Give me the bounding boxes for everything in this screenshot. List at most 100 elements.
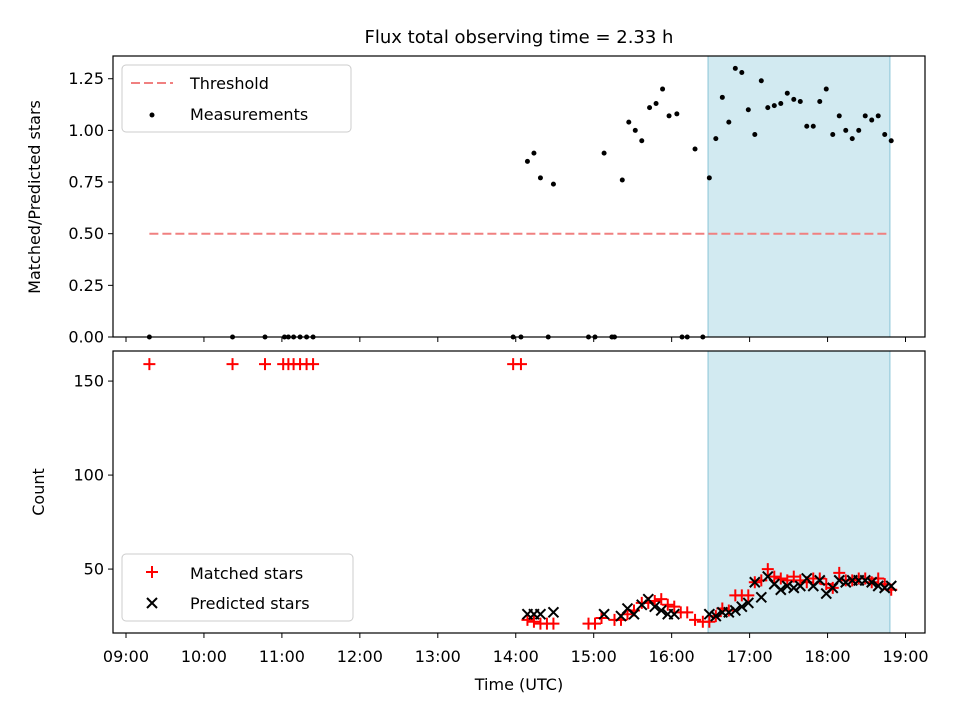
top-y-tick-label: 1.00 — [68, 121, 104, 140]
predicted-star-marker — [879, 582, 891, 594]
measurement-point — [537, 175, 543, 181]
legend-measurements-label: Measurements — [190, 105, 308, 124]
matched-star-marker — [661, 598, 674, 611]
measurement-point — [706, 175, 712, 181]
measurement-point — [660, 86, 666, 92]
top-y-tick-label: 1.25 — [68, 69, 104, 88]
predicted-star-marker — [736, 600, 748, 613]
bottom-y-tick-label: 100 — [73, 466, 104, 485]
measurement-point — [674, 111, 680, 117]
top-axes-frame — [112, 55, 926, 338]
x-tick-label: 09:00 — [103, 647, 149, 666]
predicted-star-marker — [872, 580, 884, 592]
predicted-star-marker — [655, 604, 667, 617]
bottom-legend: Matched stars Predicted stars — [121, 553, 354, 622]
bottom-x-ticks: 09:00 10:00 11:00 12:00 13:00 14:00 15:00 16:00… — [103, 633, 929, 666]
x-tick-label: 19:00 — [882, 647, 928, 666]
predicted-star-marker — [755, 591, 768, 603]
measurement-point — [719, 94, 725, 100]
x-tick-label: 12:00 — [337, 647, 383, 666]
top-y-tick-label: 0.00 — [68, 328, 104, 347]
matched-star-marker — [761, 563, 774, 576]
measurement-point — [758, 78, 764, 84]
matched-star-marker — [781, 574, 794, 587]
matched-star-marker — [768, 570, 781, 583]
predicted-star-marker — [814, 574, 826, 587]
measurement-point — [797, 98, 803, 104]
legend-matched-swatch — [146, 566, 158, 578]
matched-star-marker — [226, 358, 239, 371]
predicted-star-marker — [729, 604, 742, 617]
measurement-point — [726, 119, 732, 125]
measurement-point — [804, 123, 810, 129]
measurement-point — [732, 65, 738, 71]
x-tick-label: 17:00 — [727, 647, 773, 666]
measurement-point — [856, 127, 862, 133]
predicted-star-marker — [749, 576, 761, 588]
top-y-tick-label: 0.25 — [68, 276, 104, 295]
measurement-point — [713, 136, 719, 142]
top-y-tick-label: 0.50 — [68, 224, 104, 243]
matched-star-marker — [547, 617, 560, 630]
measurement-point — [524, 158, 530, 164]
matched-star-marker — [689, 613, 702, 626]
matched-star-marker — [521, 613, 534, 626]
predicted-star-marker — [840, 576, 852, 588]
measurement-point — [843, 127, 849, 133]
measurement-point — [875, 113, 881, 119]
measurement-point — [626, 119, 632, 125]
measurement-point — [666, 113, 672, 119]
measurement-point — [791, 96, 797, 102]
top-y-axis-label: Matched/Predicted stars — [25, 100, 44, 294]
legend-predicted-label: Predicted stars — [190, 594, 310, 613]
predicted-star-marker — [649, 600, 661, 613]
predicted-star-marker — [866, 576, 878, 588]
predicted-star-marker — [703, 608, 716, 620]
measurement-point — [836, 113, 842, 119]
predicted-star-marker — [781, 580, 793, 592]
predicted-star-marker — [534, 608, 547, 620]
matched-star-marker — [787, 570, 800, 583]
measurement-point — [771, 103, 777, 109]
measurement-point — [745, 107, 751, 113]
measurement-point — [739, 70, 745, 76]
measurement-point — [862, 113, 868, 119]
top-y-ticks: 0.00 0.25 0.50 0.75 1.00 1.25 — [68, 69, 113, 347]
bottom-axes-frame — [112, 350, 926, 634]
measurement-point — [639, 138, 645, 144]
legend-predicted-swatch — [146, 597, 158, 609]
legend-matched-label: Matched stars — [190, 564, 303, 583]
x-tick-label: 13:00 — [415, 647, 461, 666]
matched-star-marker — [143, 358, 156, 371]
x-tick-label: 14:00 — [493, 647, 539, 666]
bottom-y-tick-label: 150 — [73, 372, 104, 391]
bottom-count-markers — [143, 358, 898, 630]
measurement-point — [830, 132, 836, 138]
predicted-star-marker — [547, 606, 560, 619]
measurement-point — [550, 181, 556, 187]
measurement-point — [823, 86, 829, 92]
predicted-star-marker — [710, 610, 722, 622]
matched-star-marker — [514, 358, 527, 371]
matched-star-marker — [833, 566, 846, 579]
matched-star-marker — [259, 358, 272, 371]
measurement-point — [765, 105, 771, 111]
x-tick-label: 18:00 — [805, 647, 851, 666]
bottom-y-axis-label: Count — [29, 468, 48, 516]
legend-measurements-swatch — [149, 112, 155, 118]
top-legend-box — [121, 64, 352, 133]
measurement-point — [752, 132, 758, 138]
predicted-star-marker — [833, 574, 845, 587]
x-tick-label: 16:00 — [649, 647, 695, 666]
predicted-star-marker — [885, 580, 897, 592]
matched-star-marker — [307, 358, 320, 371]
legend-threshold-label: Threshold — [189, 74, 269, 93]
matched-star-marker — [774, 572, 787, 585]
matched-star-marker — [589, 617, 602, 630]
matched-star-marker — [527, 615, 540, 628]
predicted-star-marker — [668, 608, 680, 620]
top-legend: Threshold Measurements — [121, 64, 352, 133]
x-tick-label: 15:00 — [571, 647, 617, 666]
measurement-point — [869, 117, 875, 123]
